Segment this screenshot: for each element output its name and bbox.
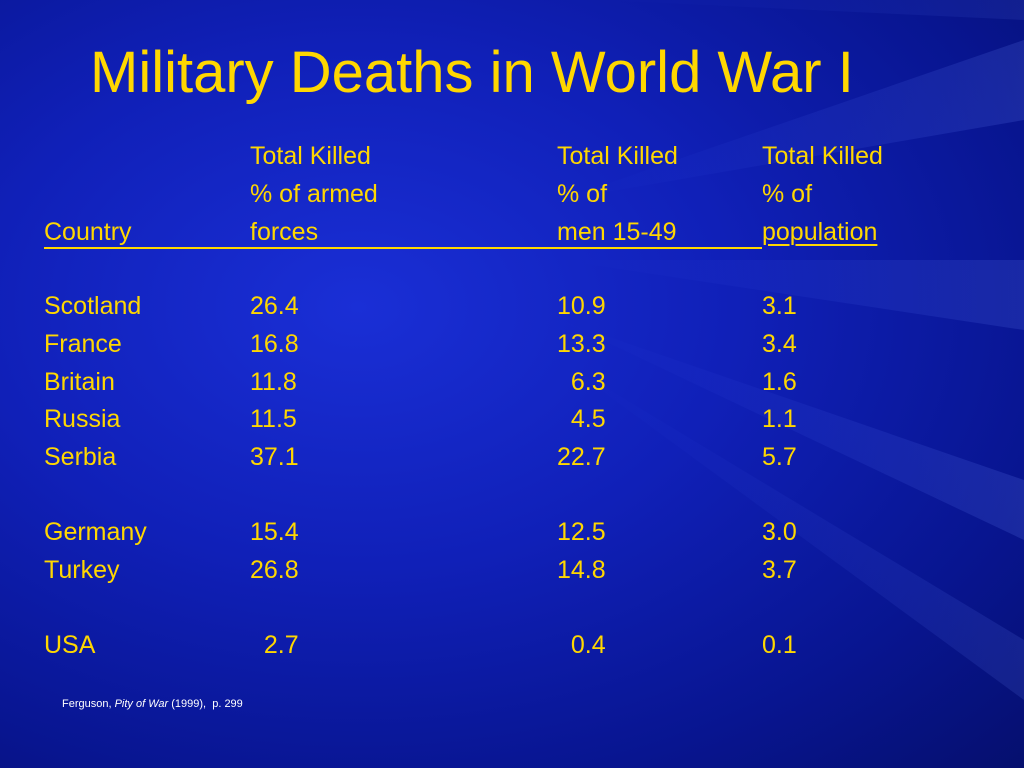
header-underline [44,247,762,249]
row-country: France [44,330,122,358]
header-col-c-line3: population [762,218,878,246]
source-footnote: Ferguson, Pity of War (1999), p. 299 [62,697,243,711]
header-col-a-line3: forces [250,218,319,246]
row-value-a: 15.4 [250,518,299,546]
row-country: Scotland [44,292,142,320]
row-value-b: 0.4 [557,631,606,659]
row-value-a: 26.8 [250,556,299,584]
row-value-a: 16.8 [250,330,299,358]
row-country: USA [44,631,96,659]
row-value-b: 14.8 [557,556,606,584]
row-country: Russia [44,405,121,433]
row-value-b: 10.9 [557,292,606,320]
header-col-b-line1: Total Killed [557,142,678,170]
row-value-a: 11.8 [250,368,297,396]
row-value-b: 6.3 [557,368,606,396]
row-value-b: 12.5 [557,518,606,546]
row-value-c: 3.7 [762,556,797,584]
row-value-a: 37.1 [250,443,299,471]
row-country: Turkey [44,556,120,584]
slide-title: Military Deaths in World War I [90,40,854,105]
row-value-b: 22.7 [557,443,606,471]
footnote-author: Ferguson, [62,698,115,710]
header-col-c-line1: Total Killed [762,142,883,170]
header-col-c-line2: % of [762,180,813,208]
row-value-b: 4.5 [557,405,606,433]
footnote-work-title: Pity of War [114,698,169,710]
row-value-c: 3.1 [762,292,797,320]
row-value-a: 26.4 [250,292,299,320]
row-value-a: 2.7 [250,631,299,659]
header-col-a-line1: Total Killed [250,142,371,170]
row-value-c: 1.6 [762,368,797,396]
row-country: Britain [44,368,115,396]
row-value-a: 11.5 [250,405,297,433]
row-value-c: 3.0 [762,518,797,546]
header-country-label: Country [44,218,132,246]
row-value-c: 1.1 [762,405,797,433]
header-col-a-line2: % of armed [250,180,378,208]
row-value-c: 0.1 [762,631,797,659]
row-country: Germany [44,518,147,546]
header-col-b-line2: % of [557,180,608,208]
row-country: Serbia [44,443,117,471]
footnote-details: (1999), p. 299 [168,698,243,710]
header-col-b-line3: men 15-49 [557,218,677,246]
row-value-b: 13.3 [557,330,606,358]
row-value-c: 3.4 [762,330,797,358]
row-value-c: 5.7 [762,443,797,471]
